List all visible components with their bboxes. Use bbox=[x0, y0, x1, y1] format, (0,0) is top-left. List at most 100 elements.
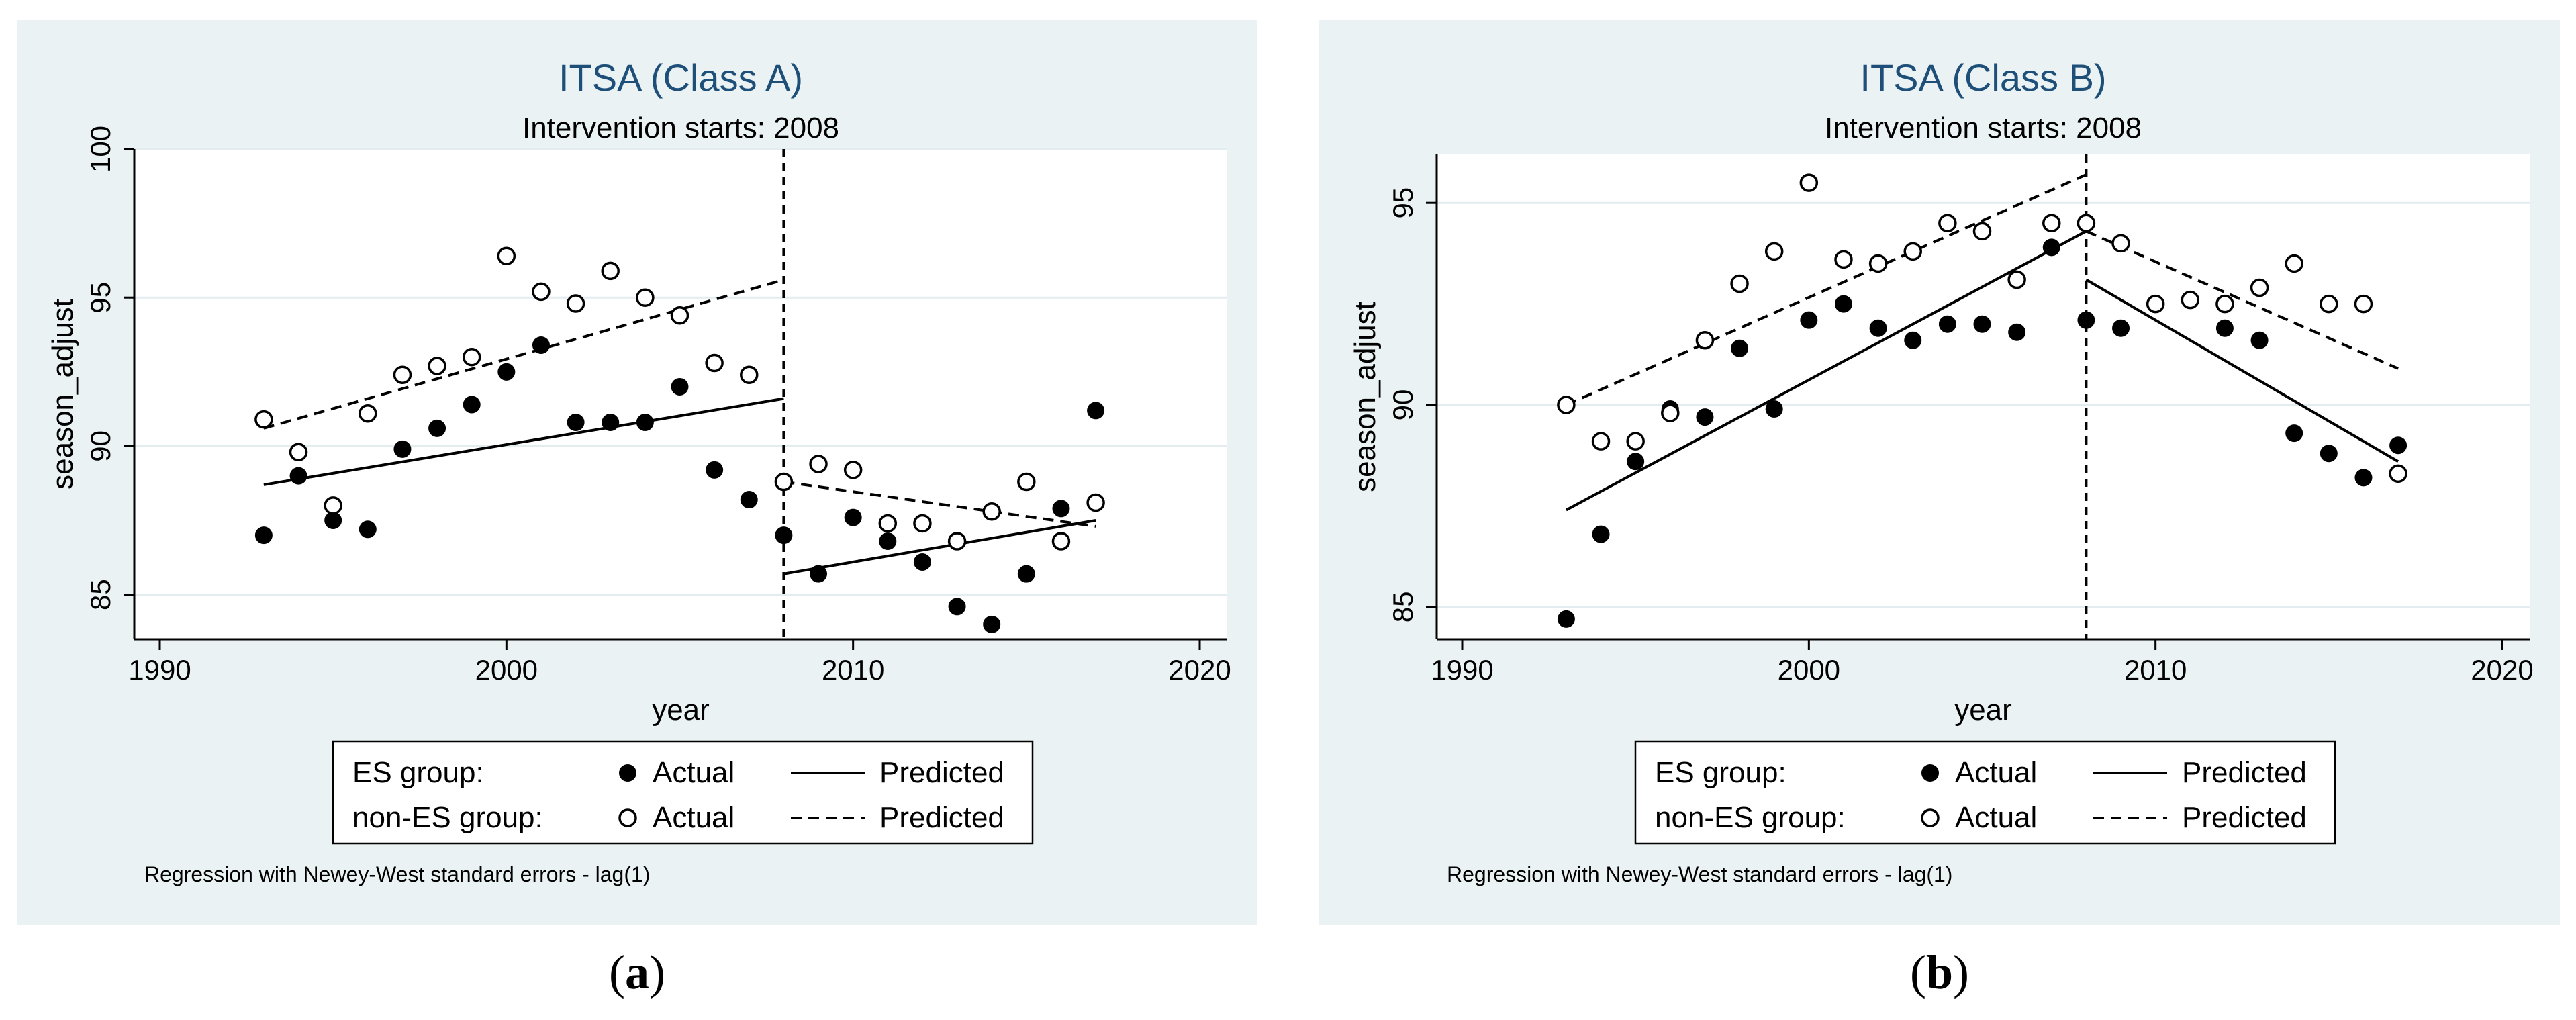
panel-a-es-actual-point bbox=[567, 414, 585, 432]
panel-a-non-es-actual-point bbox=[393, 365, 412, 384]
panel-a: ITSA (Class A) Intervention starts: 2008… bbox=[17, 20, 1257, 999]
panel-a-title: ITSA (Class A) bbox=[559, 56, 803, 99]
panel-a-legend-non-es-predicted: Predicted bbox=[879, 801, 1004, 834]
panel-a-non-es-actual-point bbox=[670, 306, 689, 325]
panel-b-non-es-actual-point bbox=[1626, 432, 1645, 451]
panel-a-es-actual-point bbox=[740, 491, 758, 509]
panel-b-legend-es-predicted: Predicted bbox=[2182, 756, 2307, 789]
panel-b-non-es-actual-point bbox=[2215, 294, 2234, 314]
panel-b-non-es-actual-point bbox=[2042, 214, 2061, 233]
panel-b-es-actual-point bbox=[2112, 319, 2130, 337]
panel-b-legend-filled-marker bbox=[1921, 764, 1939, 782]
panel-b-es-actual-point bbox=[1731, 339, 1749, 357]
panel-a-es-actual-point bbox=[532, 336, 550, 354]
panel-b-legend-box bbox=[1634, 740, 2336, 845]
panel-b-es-predicted-line bbox=[2085, 278, 2399, 463]
panel-a-legend-non-es-actual: Actual bbox=[653, 801, 734, 834]
panel-a-non-es-actual-point bbox=[705, 353, 724, 373]
panel-a-es-actual-point bbox=[775, 526, 793, 545]
panel-a-non-es-actual-point bbox=[601, 261, 620, 281]
panel-a-x-axis-label: year bbox=[652, 694, 710, 727]
panel-a-legend: ES group: non-ES group: Actual Actual Pr… bbox=[332, 740, 1034, 845]
panel-a-es-actual-point bbox=[254, 526, 273, 545]
panel-b-non-es-actual-point bbox=[1903, 242, 1922, 261]
panel-b-y-tick-label: 90 bbox=[1387, 389, 1419, 421]
panel-a-non-es-actual-point bbox=[913, 514, 932, 533]
panel-b-non-es-actual-point bbox=[2285, 254, 2303, 273]
panel-b-non-es-actual-point bbox=[1868, 254, 1888, 273]
panel-a-es-predicted-line bbox=[783, 519, 1096, 575]
panel-a-non-es-actual-point bbox=[947, 532, 967, 551]
panel-b-x-tick-label: 2000 bbox=[1778, 654, 1840, 686]
panel-a-predicted-lines bbox=[263, 278, 1096, 575]
panel-b-non-es-actual-point bbox=[1557, 396, 1576, 414]
panel-b-es-actual-point bbox=[1973, 315, 1991, 333]
panel-a-non-es-actual-point bbox=[497, 246, 516, 266]
panel-a-es-actual-point bbox=[636, 414, 654, 432]
panel-a-gridlines bbox=[134, 148, 1227, 596]
panel-b-legend-non-es-label: non-ES group: bbox=[1655, 801, 1846, 834]
panel-b-es-actual-point bbox=[1938, 315, 1956, 333]
panel-b-legend-non-es-predicted: Predicted bbox=[2182, 801, 2307, 834]
panel-a-non-es-actual-point bbox=[532, 282, 551, 302]
panel-b-predicted-lines bbox=[1565, 173, 2399, 512]
panel-a-non-es-actual-point bbox=[740, 365, 759, 384]
panel-a-subtitle: Intervention starts: 2008 bbox=[522, 111, 839, 144]
panel-b-subtitle: Intervention starts: 2008 bbox=[1825, 111, 2142, 144]
panel-a-non-es-actual-point bbox=[462, 347, 481, 367]
panel-a-non-es-actual-point bbox=[359, 404, 377, 423]
panel-a-es-actual-point bbox=[1052, 500, 1070, 518]
panel-b-non-es-actual-point bbox=[2354, 294, 2373, 314]
panel-b-es-predicted-line bbox=[1565, 230, 2087, 512]
panel-b: ITSA (Class B) Intervention starts: 2008… bbox=[1319, 20, 2560, 999]
panel-a-es-actual-point bbox=[1017, 565, 1035, 583]
panel-b-es-actual-point bbox=[2215, 319, 2234, 337]
panel-b-non-es-actual-point bbox=[2007, 270, 2026, 289]
panel-b-non-es-actual-point bbox=[2077, 214, 2096, 233]
panel-a-non-es-actual-point bbox=[254, 410, 273, 429]
panel-b-non-es-actual-point bbox=[1938, 214, 1957, 233]
panel-b-non-es-actual-point bbox=[1764, 242, 1784, 261]
panel-a-legend-filled-marker bbox=[619, 764, 636, 782]
panel-b-es-actual-point bbox=[2320, 445, 2338, 463]
panel-a-non-es-actual-point bbox=[1051, 532, 1071, 551]
panel-a-legend-es-actual: Actual bbox=[653, 756, 734, 789]
panel-b-es-actual-point bbox=[2354, 469, 2373, 487]
panel-b-legend-es-actual: Actual bbox=[1955, 756, 2037, 789]
panel-b-y-tick-label: 95 bbox=[1387, 187, 1419, 219]
panel-a-es-actual-point bbox=[463, 396, 481, 414]
panel-b-legend: ES group: non-ES group: Actual Actual Pr… bbox=[1634, 740, 2336, 845]
panel-b-non-es-actual-point bbox=[2146, 294, 2165, 314]
panel-a-es-actual-point bbox=[359, 520, 377, 539]
panel-a-non-es-actual-point bbox=[428, 357, 446, 375]
panel-a-x-tick-label: 2010 bbox=[822, 654, 884, 686]
panel-a-es-actual-point bbox=[1087, 402, 1105, 420]
panel-b-non-es-actual-point bbox=[2181, 290, 2200, 310]
panel-a-caption: (a) bbox=[609, 945, 665, 999]
panel-a-y-axis-label: season_adjust bbox=[46, 299, 79, 490]
panel-a-x-ticks: 1990 2000 2010 2020 bbox=[128, 639, 1231, 686]
panel-a-x-tick-label: 2020 bbox=[1168, 654, 1231, 686]
panel-a-es-actual-point bbox=[983, 615, 1001, 633]
panel-a-non-es-actual-point bbox=[809, 455, 828, 473]
panel-a-non-es-actual-point bbox=[1086, 493, 1105, 512]
panel-a-legend-es-predicted: Predicted bbox=[879, 756, 1004, 789]
panel-b-es-actual-point bbox=[1800, 311, 1818, 329]
panel-a-es-actual-point bbox=[810, 565, 828, 583]
panel-b-gridlines bbox=[1437, 201, 2530, 608]
panel-b-es-actual-point bbox=[1904, 331, 1922, 349]
panel-b-es-actual-point bbox=[1627, 453, 1645, 471]
panel-a-non-es-actual-point bbox=[636, 288, 655, 307]
panel-a-es-actual-point bbox=[879, 532, 897, 550]
panel-a-legend-hollow-marker bbox=[618, 808, 637, 827]
panel-b-non-es-actual-point bbox=[1591, 432, 1611, 451]
panel-a-x-tick-label: 1990 bbox=[128, 654, 191, 686]
panel-a-non-es-predicted-line bbox=[783, 480, 1096, 528]
panel-b-non-es-predicted-line bbox=[2085, 230, 2399, 370]
panel-b-y-ticks: 85 90 95 bbox=[1387, 187, 1437, 622]
panel-a-non-es-actual-point bbox=[843, 461, 863, 479]
panel-b-es-actual-point bbox=[1696, 408, 1714, 426]
panel-b-caption: (b) bbox=[1910, 945, 1969, 999]
panel-b-non-es-actual-point bbox=[1695, 331, 1715, 350]
panel-a-legend-es-label: ES group: bbox=[352, 756, 484, 789]
